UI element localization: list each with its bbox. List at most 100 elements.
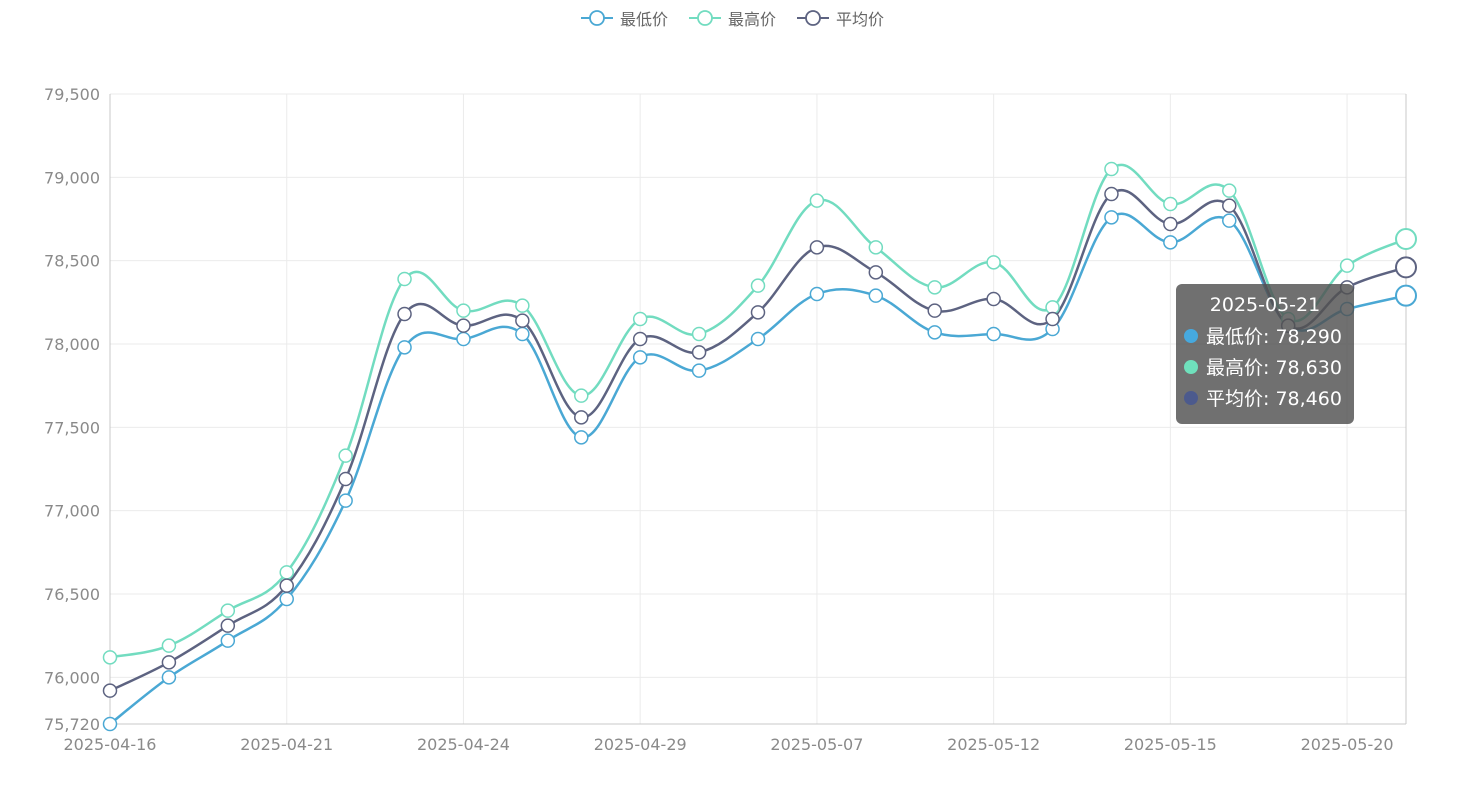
- data-point-average: [1163, 216, 1178, 232]
- x-tick-label: 2025-04-21: [240, 735, 333, 754]
- tooltip-high-text: 最高价: 78,630: [1206, 357, 1342, 379]
- y-tick-label: 78,500: [44, 252, 100, 271]
- series-line-average: [109, 189, 1407, 692]
- tooltip-row-high: 最高价: 78,630: [1184, 353, 1346, 380]
- data-point-high: [279, 565, 294, 580]
- legend-high-label: 最高价: [727, 10, 776, 29]
- y-tick-label: 76,500: [44, 585, 100, 604]
- data-point-average: [632, 331, 648, 347]
- x-tick-label: 2025-04-24: [417, 735, 510, 754]
- data-point-average: [574, 410, 589, 425]
- x-tick-label: 2025-05-12: [947, 735, 1040, 754]
- legend-item-high[interactable]: 最高价: [688, 6, 776, 30]
- data-point-high: [397, 271, 412, 287]
- data-point-high: [1104, 161, 1119, 177]
- data-point-low: [986, 326, 1001, 342]
- data-point-average: [220, 618, 236, 633]
- data-point-low: [515, 326, 530, 342]
- data-point-high: [632, 311, 648, 327]
- data-point-high: [809, 193, 825, 208]
- data-point-high: [691, 326, 707, 342]
- data-point-average: [397, 306, 412, 322]
- data-point-average: [1045, 311, 1060, 327]
- data-point-low: [338, 493, 353, 508]
- legend-low-label: 最低价: [619, 10, 668, 29]
- data-point-low: [632, 350, 648, 365]
- data-point-low: [1104, 210, 1119, 225]
- tooltip-high-dot-icon: [1184, 359, 1198, 374]
- data-point-average: [456, 318, 471, 333]
- data-point-high: [750, 278, 766, 293]
- y-tick-label: 76,000: [44, 668, 100, 687]
- x-tick-label: 2025-05-07: [770, 735, 863, 754]
- data-point-average: [750, 305, 766, 320]
- data-point-high: [161, 638, 177, 653]
- legend-high-marker-icon: [688, 10, 721, 26]
- data-point-low: [750, 331, 766, 347]
- legend-average-marker-icon: [797, 10, 829, 26]
- legend-item-low[interactable]: 最低价: [580, 6, 668, 30]
- tooltip-average-text: 平均价: 78,460: [1206, 388, 1342, 410]
- tooltip-average-dot-icon: [1184, 390, 1198, 405]
- y-tick-label: 75,720: [44, 715, 100, 734]
- legend-item-average[interactable]: 平均价: [796, 6, 884, 30]
- data-point-high: [927, 280, 942, 295]
- data-point-average: [986, 291, 1001, 307]
- data-point-high: [456, 303, 471, 318]
- data-point-average: [279, 578, 294, 593]
- data-point-average: [338, 471, 353, 487]
- data-point-high: [1339, 258, 1355, 273]
- data-point-high: [220, 603, 236, 618]
- data-point-high: [986, 255, 1001, 270]
- data-point-average: [161, 655, 177, 670]
- data-point-low: [1163, 235, 1178, 250]
- data-point-low: [161, 670, 177, 685]
- tooltip-row-average: 平均价: 78,460: [1184, 384, 1346, 411]
- data-point-high: [1395, 228, 1417, 250]
- data-point-high: [338, 448, 353, 463]
- y-tick-label: 79,500: [44, 85, 100, 104]
- data-point-low: [927, 325, 942, 340]
- data-point-low: [574, 430, 589, 445]
- data-point-low: [691, 363, 707, 378]
- tooltip-low-dot-icon: [1184, 328, 1198, 343]
- tooltip-low-text: 最低价: 78,290: [1206, 326, 1342, 348]
- data-point-average: [1222, 198, 1237, 213]
- data-point-low: [397, 340, 412, 355]
- data-point-low: [868, 288, 884, 303]
- x-tick-label: 2025-05-20: [1301, 735, 1394, 754]
- data-point-high: [1163, 196, 1178, 212]
- data-point-low: [456, 331, 471, 347]
- data-point-average: [1104, 186, 1119, 202]
- data-point-average: [102, 683, 118, 698]
- data-point-average: [868, 265, 884, 280]
- data-point-low: [809, 286, 825, 302]
- tooltip: 2025-05-21 最低价: 78,290 最高价: 78,630 平均价: …: [1176, 284, 1354, 424]
- x-tick-label: 2025-04-16: [64, 735, 157, 754]
- y-tick-label: 78,000: [44, 335, 100, 354]
- data-point-low: [1395, 284, 1417, 307]
- data-point-high: [1222, 183, 1237, 198]
- y-tick-label: 77,000: [44, 502, 100, 521]
- data-point-average: [927, 303, 942, 318]
- legend-low-marker-icon: [580, 10, 613, 26]
- data-point-low: [102, 716, 118, 732]
- data-point-low: [279, 591, 294, 607]
- data-point-high: [868, 240, 884, 255]
- data-point-average: [1395, 256, 1417, 279]
- data-point-high: [102, 650, 118, 665]
- legend-average-label: 平均价: [836, 10, 885, 29]
- legend: 最低价 最高价 平均价: [0, 6, 1464, 30]
- data-point-high: [515, 298, 530, 313]
- data-point-average: [809, 240, 825, 255]
- y-tick-label: 77,500: [44, 418, 100, 437]
- x-tick-label: 2025-04-29: [594, 735, 687, 754]
- data-point-low: [1222, 213, 1237, 228]
- tooltip-row-low: 最低价: 78,290: [1184, 322, 1346, 349]
- x-tick-label: 2025-05-15: [1124, 735, 1217, 754]
- data-point-average: [691, 345, 707, 360]
- tooltip-title: 2025-05-21: [1209, 294, 1321, 316]
- y-tick-label: 79,000: [44, 168, 100, 187]
- data-point-high: [574, 388, 589, 403]
- series-line-low: [109, 212, 1407, 725]
